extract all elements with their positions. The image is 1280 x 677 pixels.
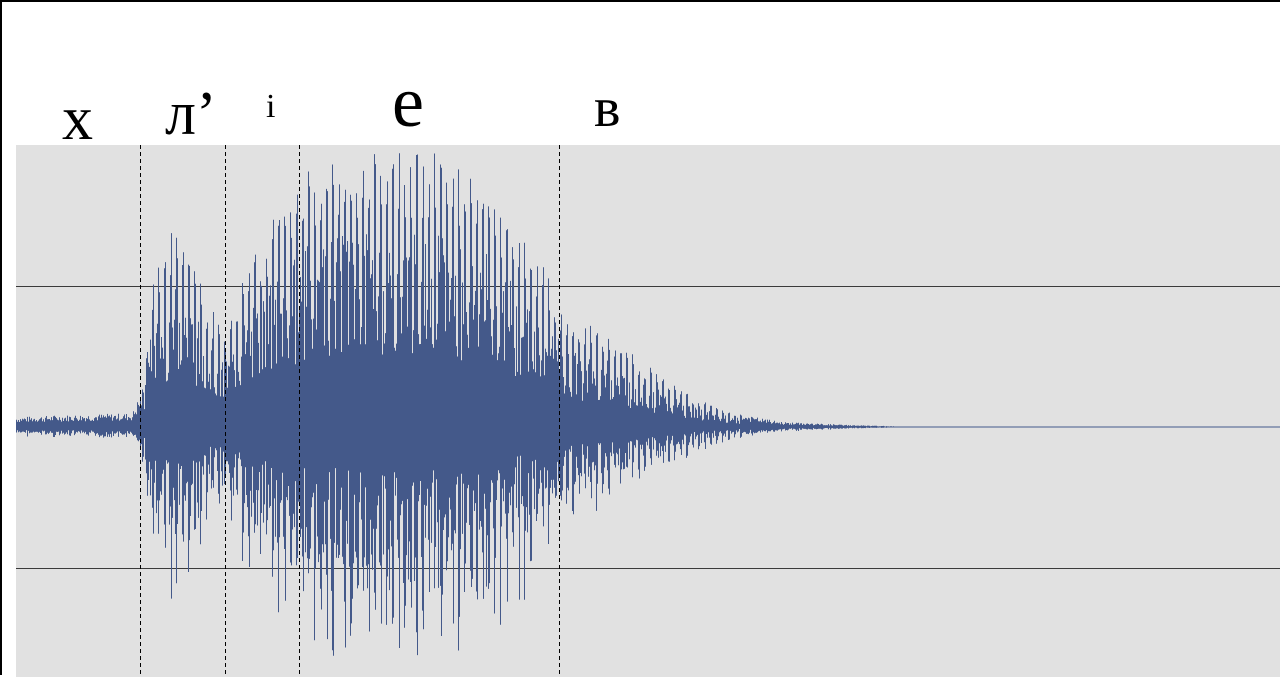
segment-label-v: в	[594, 77, 620, 139]
segment-label-e: е	[392, 62, 424, 142]
segment-label-i: і	[266, 88, 275, 125]
segment-label-l-soft: л’	[165, 80, 217, 148]
segment-label-kh: х	[62, 85, 93, 153]
